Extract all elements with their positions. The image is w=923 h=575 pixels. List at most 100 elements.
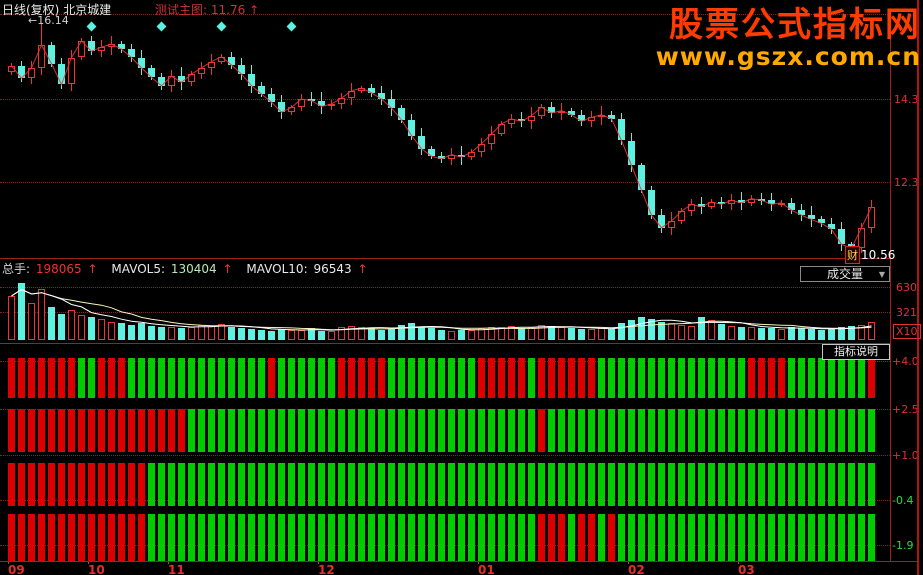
signal-bar-row2 bbox=[88, 409, 95, 452]
volume-bar bbox=[768, 327, 775, 340]
signal-bar-row2 bbox=[498, 409, 505, 452]
signal-bar-row2 bbox=[728, 409, 735, 452]
candle-body bbox=[88, 40, 95, 52]
signal-bar-row3 bbox=[358, 463, 365, 506]
signal-bar-row3 bbox=[118, 463, 125, 506]
signal-bar-row3 bbox=[748, 463, 755, 506]
volume-bar bbox=[108, 321, 115, 340]
signal-bar-row1 bbox=[168, 358, 175, 398]
signal-bar-row3 bbox=[818, 463, 825, 506]
stock-name: 北京城建 bbox=[63, 3, 112, 17]
signal-bar-row1 bbox=[308, 358, 315, 398]
candle-body bbox=[358, 88, 365, 91]
signal-bar-row2 bbox=[208, 409, 215, 452]
signal-bar-row2 bbox=[358, 409, 365, 452]
signal-bar-row3 bbox=[208, 463, 215, 506]
volume-bar bbox=[588, 328, 595, 340]
volume-bar bbox=[698, 316, 705, 340]
signal-bar-row4 bbox=[578, 514, 585, 561]
month-tick bbox=[168, 561, 169, 564]
candle-body bbox=[188, 74, 195, 83]
signal-bar-row1 bbox=[458, 358, 465, 398]
volume-bar bbox=[398, 325, 405, 340]
dropdown-arrow-icon[interactable]: ▼ bbox=[878, 270, 885, 279]
volume-bar bbox=[98, 318, 105, 340]
signal-bar-row2 bbox=[338, 409, 345, 452]
signal-bar-row2 bbox=[608, 409, 615, 452]
candle-body bbox=[658, 215, 665, 228]
signal-bar-row2 bbox=[248, 409, 255, 452]
indicator-label: 测试主图: bbox=[155, 3, 208, 17]
signal-bar-row1 bbox=[678, 358, 685, 398]
signal-bar-row1 bbox=[558, 358, 565, 398]
signal-bar-row3 bbox=[568, 463, 575, 506]
month-label: 09 bbox=[8, 563, 25, 575]
signal-bar-row2 bbox=[158, 409, 165, 452]
signal-bar-row2 bbox=[578, 409, 585, 452]
volume-bar bbox=[598, 328, 605, 340]
volume-bar bbox=[348, 325, 355, 340]
signal-bar-row3 bbox=[448, 463, 455, 506]
signal-bar-row1 bbox=[528, 358, 535, 398]
signal-bar-row2 bbox=[658, 409, 665, 452]
signal-bar-row1 bbox=[298, 358, 305, 398]
candle-body bbox=[58, 63, 65, 85]
month-label: 02 bbox=[628, 563, 645, 575]
candle-body bbox=[68, 57, 75, 85]
candle-body bbox=[468, 152, 475, 158]
signal-bar-row3 bbox=[728, 463, 735, 506]
signal-bar-row3 bbox=[78, 463, 85, 506]
signal-bar-row4 bbox=[868, 514, 875, 561]
candle-body bbox=[108, 44, 115, 48]
signal-bar-row2 bbox=[778, 409, 785, 452]
signal-bar-row2 bbox=[198, 409, 205, 452]
signal-bar-row1 bbox=[448, 358, 455, 398]
candle-body bbox=[518, 118, 525, 122]
candle-body bbox=[128, 49, 135, 58]
signal-bar-row2 bbox=[828, 409, 835, 452]
volume-bar bbox=[868, 321, 875, 340]
signal-bar-row3 bbox=[168, 463, 175, 506]
month-tick bbox=[628, 561, 629, 564]
mavol10-arrow-icon: ↑ bbox=[357, 262, 368, 276]
signal-bar-row3 bbox=[588, 463, 595, 506]
signal-bar-row1 bbox=[98, 358, 105, 398]
signal-bar-row1 bbox=[708, 358, 715, 398]
signal-bar-row3 bbox=[698, 463, 705, 506]
candle-body bbox=[418, 135, 425, 149]
signal-bar-row2 bbox=[568, 409, 575, 452]
signal-bar-row4 bbox=[638, 514, 645, 561]
signal-bar-row3 bbox=[608, 463, 615, 506]
volume-type-dropdown[interactable]: 成交量 ▼ bbox=[800, 266, 890, 282]
signal-bar-row2 bbox=[108, 409, 115, 452]
mavol5-value: 130404 bbox=[170, 262, 217, 276]
signal-bar-row4 bbox=[518, 514, 525, 561]
volume-bar bbox=[508, 325, 515, 340]
signal-bar-row1 bbox=[858, 358, 865, 398]
signal-bar-row4 bbox=[308, 514, 315, 561]
signal-bar-row4 bbox=[78, 514, 85, 561]
signal-bar-row1 bbox=[38, 358, 45, 398]
signal-bar-row1 bbox=[208, 358, 215, 398]
signal-bar-row4 bbox=[848, 514, 855, 561]
signal-bar-row3 bbox=[858, 463, 865, 506]
volume-bar bbox=[488, 327, 495, 340]
signal-bar-row1 bbox=[478, 358, 485, 398]
signal-bar-row3 bbox=[688, 463, 695, 506]
volume-bar bbox=[418, 326, 425, 340]
volume-bar bbox=[548, 325, 555, 340]
signal-bar-row1 bbox=[668, 358, 675, 398]
signal-bar-row4 bbox=[678, 514, 685, 561]
signal-bar-row3 bbox=[178, 463, 185, 506]
candle-body bbox=[748, 198, 755, 203]
indicator-description-button[interactable]: 指标说明 bbox=[822, 344, 890, 360]
signal-bar-row3 bbox=[148, 463, 155, 506]
signal-bar-row3 bbox=[488, 463, 495, 506]
volume-bar bbox=[558, 327, 565, 340]
signal-bar-row2 bbox=[48, 409, 55, 452]
volume-bar bbox=[638, 316, 645, 340]
candle-body bbox=[508, 118, 515, 124]
signal-bar-row2 bbox=[258, 409, 265, 452]
candle-body bbox=[588, 117, 595, 122]
candle-body bbox=[708, 201, 715, 207]
